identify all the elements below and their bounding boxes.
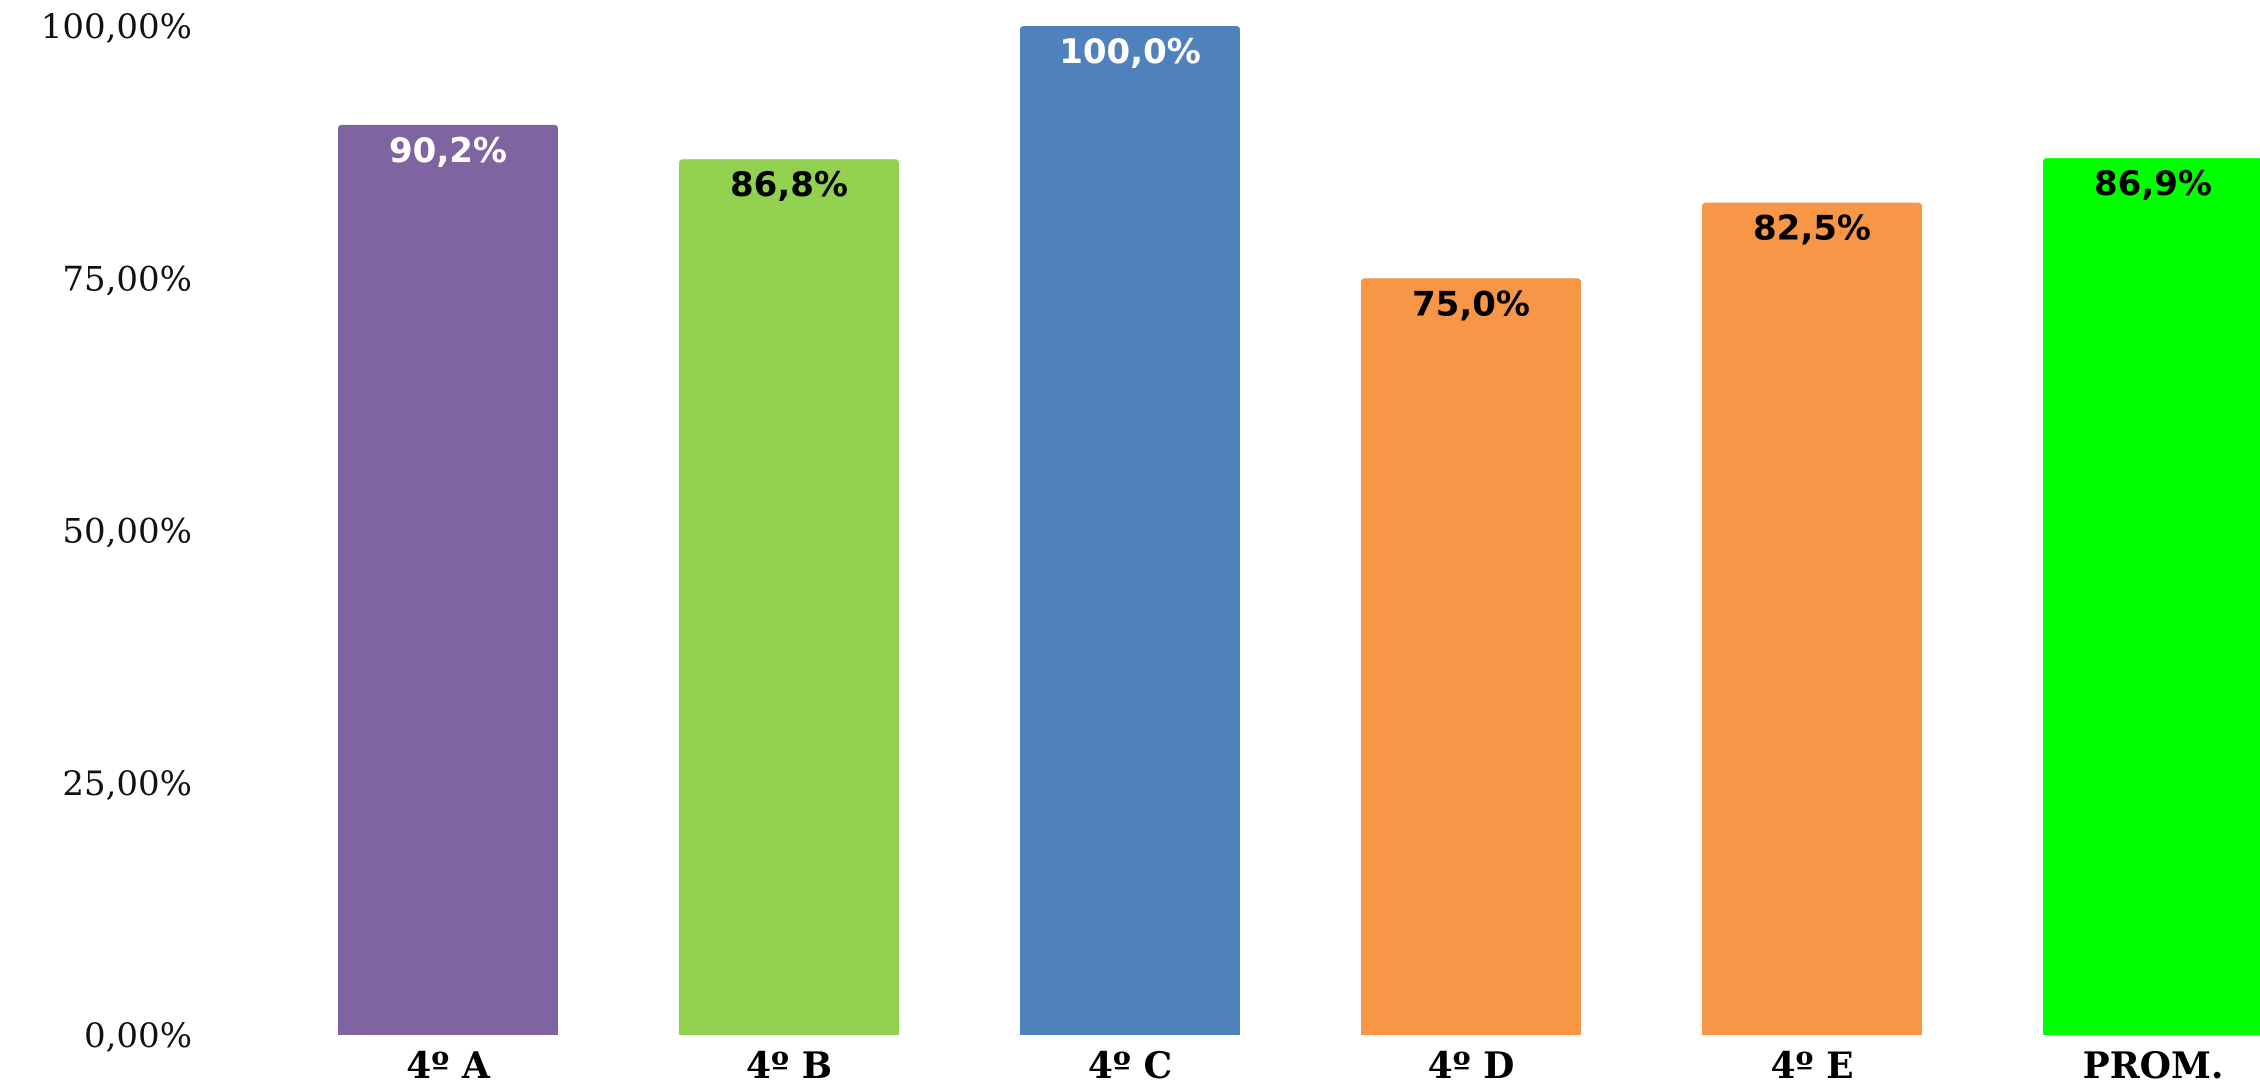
category-label: 4º E bbox=[1770, 1045, 1853, 1085]
category-label: PROM. bbox=[2083, 1045, 2224, 1085]
bar bbox=[338, 124, 558, 1035]
data-label: 86,8% bbox=[730, 165, 848, 205]
bar bbox=[1020, 26, 1240, 1035]
y-tick-label: 25,00% bbox=[62, 764, 192, 804]
data-label: 86,9% bbox=[2094, 164, 2212, 204]
bar bbox=[1702, 202, 1922, 1035]
y-axis: 0,00% 25,00% 50,00% 75,00% 100,00% bbox=[41, 7, 192, 1056]
bar bbox=[679, 159, 899, 1036]
y-tick-label: 50,00% bbox=[62, 512, 192, 552]
data-label: 82,5% bbox=[1753, 209, 1871, 249]
bars-group: 90,2% 86,8% 100,0% 75,0% 82,5% 86,9% bbox=[338, 26, 2260, 1036]
bar bbox=[1361, 278, 1581, 1035]
y-tick-label: 100,00% bbox=[41, 7, 192, 47]
data-label: 90,2% bbox=[389, 131, 507, 171]
data-label: 75,0% bbox=[1412, 284, 1530, 324]
category-label: 4º D bbox=[1428, 1045, 1515, 1085]
category-label: 4º C bbox=[1088, 1045, 1172, 1085]
y-tick-label: 0,00% bbox=[84, 1016, 192, 1056]
category-label: 4º B bbox=[746, 1045, 832, 1085]
data-label: 100,0% bbox=[1059, 32, 1201, 72]
y-tick-label: 75,00% bbox=[62, 259, 192, 299]
category-label: 4º A bbox=[406, 1045, 491, 1085]
bar bbox=[2043, 158, 2260, 1035]
x-axis: 4º A 4º B 4º C 4º D 4º E PROM. bbox=[406, 1045, 2224, 1087]
